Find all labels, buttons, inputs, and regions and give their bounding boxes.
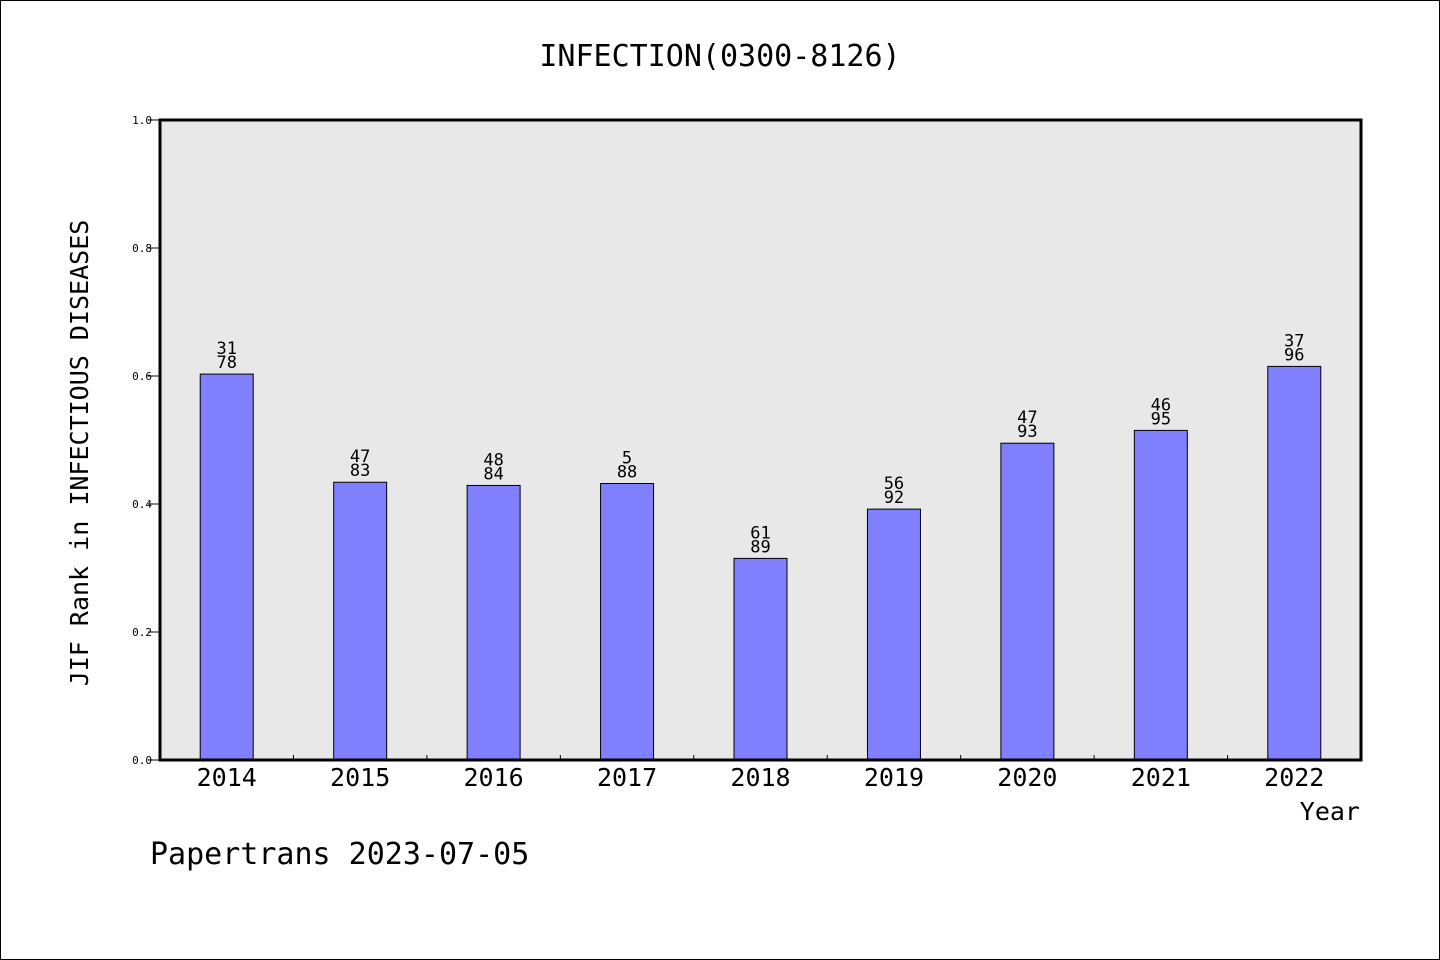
- bar-2019: [866, 508, 921, 761]
- rank-label-2020: 47: [1017, 408, 1037, 428]
- total-label-2020: 93: [1017, 422, 1037, 442]
- y-tick-label: 0.4: [132, 498, 152, 511]
- bar-2022: [1267, 365, 1322, 761]
- rank-label-2022: 37: [1284, 331, 1304, 351]
- bar-2016: [466, 484, 521, 761]
- total-label-2019: 92: [884, 488, 904, 508]
- x-tick-label-2020: 2020: [997, 763, 1057, 792]
- rank-label-2015: 47: [350, 447, 370, 467]
- total-label-2021: 95: [1151, 409, 1171, 429]
- x-tick-label-2018: 2018: [730, 763, 790, 792]
- x-tick-label-2019: 2019: [864, 763, 924, 792]
- rank-label-2017: 5: [622, 449, 632, 469]
- y-tick-label: 0.0: [132, 754, 152, 767]
- bar-2017: [600, 483, 655, 761]
- total-label-2015: 83: [350, 461, 370, 481]
- y-tick-label: 0.8: [132, 242, 152, 255]
- rank-label-2016: 48: [483, 450, 503, 470]
- x-tick-label-2021: 2021: [1131, 763, 1191, 792]
- rank-label-2014: 31: [216, 339, 236, 359]
- total-label-2016: 84: [483, 464, 503, 484]
- x-tick-label-2014: 2014: [197, 763, 257, 792]
- total-label-2018: 89: [750, 537, 770, 557]
- rank-label-2018: 61: [750, 523, 770, 543]
- rank-label-2021: 46: [1151, 395, 1171, 415]
- bar-2020: [1000, 442, 1055, 761]
- x-tick-label-2016: 2016: [464, 763, 524, 792]
- total-label-2014: 78: [216, 353, 236, 373]
- bar-2021: [1133, 429, 1188, 761]
- x-tick-label-2022: 2022: [1264, 763, 1324, 792]
- rank-label-2019: 56: [884, 474, 904, 494]
- x-axis-label: Year: [1300, 797, 1360, 826]
- y-tick-label: 0.2: [132, 626, 152, 639]
- total-label-2017: 88: [617, 463, 637, 483]
- ticks-group: 2014 2015 2016 2017 2018 2019 2020 2021 2022 0.0 0…: [132, 114, 1324, 792]
- bar-2014: [199, 373, 254, 761]
- y-tick-label: 1.0: [132, 114, 152, 127]
- plot-border: [158, 118, 1363, 762]
- x-tick-label-2017: 2017: [597, 763, 657, 792]
- chart-title: INFECTION(0300-8126): [539, 39, 900, 74]
- y-tick-label: 0.6: [132, 370, 152, 383]
- y-axis-label: JIF Rank in INFECTIOUS DISEASES: [65, 220, 94, 687]
- footer-text: Papertrans 2023-07-05: [150, 837, 529, 872]
- bar-2018: [733, 557, 788, 761]
- total-label-2022: 96: [1284, 345, 1304, 365]
- bar-2015: [333, 481, 388, 761]
- x-tick-label-2015: 2015: [330, 763, 390, 792]
